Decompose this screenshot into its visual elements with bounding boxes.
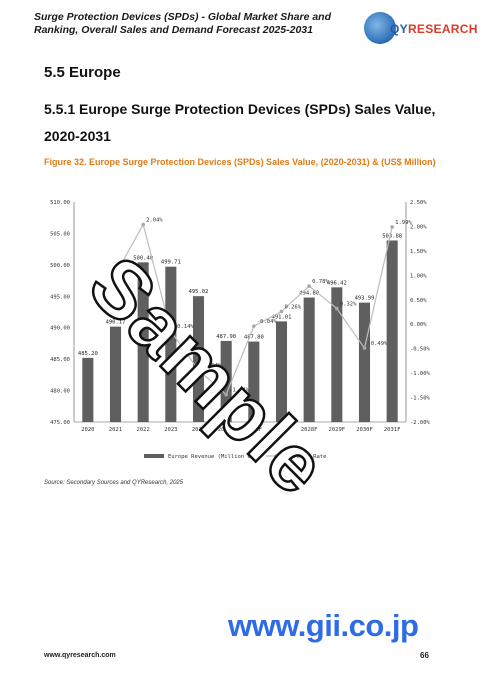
y-tick-left-label: 485.00 xyxy=(50,357,70,363)
bar-value-label: 485.20 xyxy=(78,351,98,357)
y-tick-right-label: -1.50% xyxy=(410,396,431,402)
x-tick-label: 2022 xyxy=(137,427,150,433)
growth-rate-label: -0.14% xyxy=(174,324,195,330)
bar xyxy=(165,266,177,422)
growth-rate-label: -0.04% xyxy=(257,319,278,325)
growth-rate-label: 0.32% xyxy=(340,302,357,308)
y-tick-right-label: 0.00% xyxy=(410,322,427,328)
bar xyxy=(275,321,288,422)
logo-text-accent: RESEARCH xyxy=(407,22,478,36)
growth-rate-point xyxy=(113,272,118,277)
bar xyxy=(303,297,315,422)
growth-rate-point xyxy=(362,346,367,350)
y-tick-left-label: 510.00 xyxy=(50,200,70,206)
legend-bar-swatch xyxy=(144,454,164,458)
globe-icon xyxy=(364,12,396,44)
growth-rate-label: 0.26% xyxy=(285,305,302,311)
x-tick-label: 2031F xyxy=(384,427,401,433)
x-tick-label: 2028F xyxy=(301,427,318,433)
y-tick-left-label: 505.00 xyxy=(50,231,70,237)
growth-rate-point xyxy=(335,306,339,311)
bar-value-label: 493.99 xyxy=(355,296,375,302)
bar xyxy=(137,262,149,422)
y-tick-right-label: 1.00% xyxy=(410,273,427,279)
footer-url[interactable]: www.qyresearch.com xyxy=(44,652,116,659)
x-tick-label: 2026F xyxy=(246,427,263,433)
section-title: 5.5 Europe xyxy=(44,64,121,81)
growth-rate-label: -0.49% xyxy=(368,341,389,347)
bar xyxy=(109,326,122,422)
page-number: 66 xyxy=(420,651,429,660)
y-tick-right-label: 2.50% xyxy=(410,200,427,206)
growth-rate-point xyxy=(279,309,284,314)
bar-value-label: 496.42 xyxy=(327,280,347,286)
bar-value-label: 494.80 xyxy=(299,291,319,297)
bar-value-label: 503.88 xyxy=(382,233,402,239)
logo-text: QYRESEARCH xyxy=(390,22,478,36)
qyresearch-logo: QYRESEARCH xyxy=(362,8,477,48)
y-tick-right-label: -2.00% xyxy=(410,420,431,426)
growth-rate-label: -0.94% xyxy=(202,363,223,369)
y-tick-left-label: 490.00 xyxy=(50,326,70,332)
bar-value-label: 490.17 xyxy=(106,320,126,326)
y-tick-left-label: 500.00 xyxy=(50,263,70,269)
chart-svg: 475.00 480.00 485.00 490.00 495.00 500.00 505.… xyxy=(50,200,431,460)
legend-bar-label: Europe Revenue (Million USD) xyxy=(168,454,261,460)
bar xyxy=(248,341,260,422)
document-header-title: Surge Protection Devices (SPDs) - Global… xyxy=(34,11,331,36)
y-tick-right-label: 0.50% xyxy=(410,298,427,304)
growth-rate-point xyxy=(169,329,173,333)
source-note: Source: Secondary Sources and QYResearch… xyxy=(44,480,184,486)
y-tick-left-label: 475.00 xyxy=(50,420,70,426)
growth-rate-label: -1.44% xyxy=(229,388,250,394)
sales-value-chart: 475.00 480.00 485.00 490.00 495.00 500.00 505.… xyxy=(40,190,440,470)
growth-rate-point xyxy=(196,368,201,372)
x-tick-label: 2029F xyxy=(329,427,346,433)
growth-rate-point xyxy=(307,284,311,288)
growth-rate-label: 1.02% xyxy=(119,267,136,273)
bar-value-label: 487.80 xyxy=(244,335,264,341)
legend-line-label: Growth Rate xyxy=(290,454,326,460)
y-tick-right-label: -0.50% xyxy=(410,347,431,353)
legend-line-marker xyxy=(274,454,278,458)
bar-value-label: 499.71 xyxy=(161,260,181,266)
bar-value-label: 487.90 xyxy=(216,334,236,340)
x-tick-label: 2023 xyxy=(164,427,177,433)
y-tick-left-label: 480.00 xyxy=(50,389,70,395)
figure-caption: Figure 32. Europe Surge Protection Devic… xyxy=(44,157,436,167)
y-tick-right-label: 1.50% xyxy=(410,249,427,255)
gii-watermark: www.gii.co.jp xyxy=(228,608,419,643)
bar xyxy=(358,302,371,422)
y-tick-left-label: 495.00 xyxy=(50,294,70,300)
bar-value-label: 500.40 xyxy=(133,255,153,261)
y-tick-right-label: 2.00% xyxy=(410,224,427,230)
x-tick-label: 2027F xyxy=(273,427,290,433)
growth-rate-label: 2.04% xyxy=(146,217,163,223)
x-tick-label: 2030F xyxy=(356,427,373,433)
x-tick-label: 2020 xyxy=(81,427,94,433)
x-tick-label: 2024 xyxy=(192,427,206,433)
logo-text-main: QY xyxy=(390,22,408,36)
growth-rate-point xyxy=(390,225,394,229)
bar-value-label: 495.02 xyxy=(189,289,209,295)
x-tick-label: 2025F xyxy=(218,427,235,433)
growth-rate-point xyxy=(252,324,256,328)
bar xyxy=(386,240,398,422)
growth-rate-label: 1.99% xyxy=(395,220,412,226)
growth-rate-label: 0.78% xyxy=(312,279,329,285)
bar xyxy=(82,357,94,422)
subsection-title: 5.5.1 Europe Surge Protection Devices (S… xyxy=(44,101,436,144)
x-tick-label: 2021 xyxy=(109,427,122,433)
bar xyxy=(192,296,205,422)
growth-rate-point xyxy=(224,392,228,397)
y-tick-right-label: -1.00% xyxy=(410,371,431,377)
bar xyxy=(220,340,232,422)
bar xyxy=(331,287,343,422)
bar-value-label: 491.01 xyxy=(272,314,292,320)
growth-rate-point xyxy=(141,222,145,227)
